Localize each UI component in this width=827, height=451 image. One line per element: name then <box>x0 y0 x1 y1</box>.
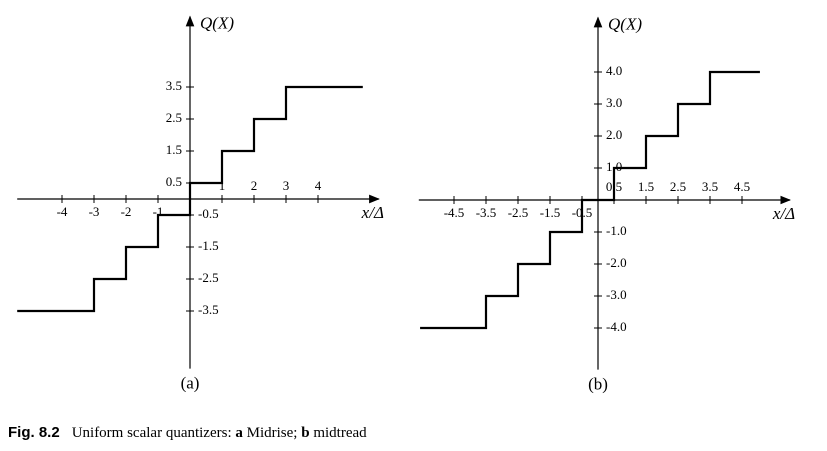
x-axis-title: x/Δ <box>361 203 384 222</box>
y-tick-label: 0.5 <box>166 174 182 189</box>
y-tick-label: 1.0 <box>606 159 622 174</box>
y-tick-label: -1.0 <box>606 223 627 238</box>
y-tick-label: -3.5 <box>198 302 219 317</box>
step-line <box>420 70 760 330</box>
x-tick-label: 1 <box>219 178 226 193</box>
panel-label: (a) <box>181 374 200 393</box>
y-tick-label: -1.5 <box>198 238 219 253</box>
y-tick-label: 4.0 <box>606 63 622 78</box>
x-tick-label: 3.5 <box>702 179 718 194</box>
x-tick-label: -1.5 <box>540 205 561 220</box>
charts: -4 -3 -2 -1 1 2 3 4 0.5 1.5 2.5 3.5 -0.5 -1.5 -2.5 -3.5… <box>17 14 795 394</box>
caption-text: b <box>301 425 310 441</box>
caption-text: midtread <box>313 425 367 441</box>
caption-text: Uniform scalar quantizers: <box>71 425 232 441</box>
x-tick-label: 3 <box>283 178 290 193</box>
y-tick-label: -4.0 <box>606 319 627 334</box>
caption-text: Midrise; <box>246 425 298 441</box>
caption-text: a <box>235 425 243 441</box>
y-tick-label: -2.0 <box>606 255 627 270</box>
y-tick-label: 3.0 <box>606 95 622 110</box>
x-tick-label: -4.5 <box>444 205 465 220</box>
y-tick-label: 2.5 <box>166 110 182 125</box>
x-tick-label: -3.5 <box>476 205 497 220</box>
y-tick-label: -3.0 <box>606 287 627 302</box>
y-tick-label: 2.0 <box>606 127 622 142</box>
x-axis-title: x/Δ <box>772 204 795 223</box>
panel-label: (b) <box>588 375 608 394</box>
step-line <box>17 85 363 313</box>
x-tick-label: 4 <box>315 178 322 193</box>
x-tick-label: 4.5 <box>734 179 750 194</box>
x-tick-label: -2.5 <box>508 205 529 220</box>
y-axis-title: Q(X) <box>200 14 234 33</box>
x-tick-label: -3 <box>89 204 100 219</box>
caption-label: Fig. 8.2 <box>8 424 60 441</box>
y-axis-title: Q(X) <box>608 15 642 34</box>
y-tick-label: -0.5 <box>198 206 219 221</box>
x-tick-label: -1 <box>153 204 164 219</box>
y-tick-label: 1.5 <box>166 142 182 157</box>
x-tick-label: 2 <box>251 178 258 193</box>
x-tick-label: -4 <box>57 204 68 219</box>
y-tick-label: -2.5 <box>198 270 219 285</box>
x-tick-label: -2 <box>121 204 132 219</box>
x-tick-label: 1.5 <box>638 179 654 194</box>
y-tick-label: 3.5 <box>166 78 182 93</box>
x-tick-label: 2.5 <box>670 179 686 194</box>
caption: Fig. 8.2 Uniform scalar quantizers: a Mid… <box>8 424 367 442</box>
